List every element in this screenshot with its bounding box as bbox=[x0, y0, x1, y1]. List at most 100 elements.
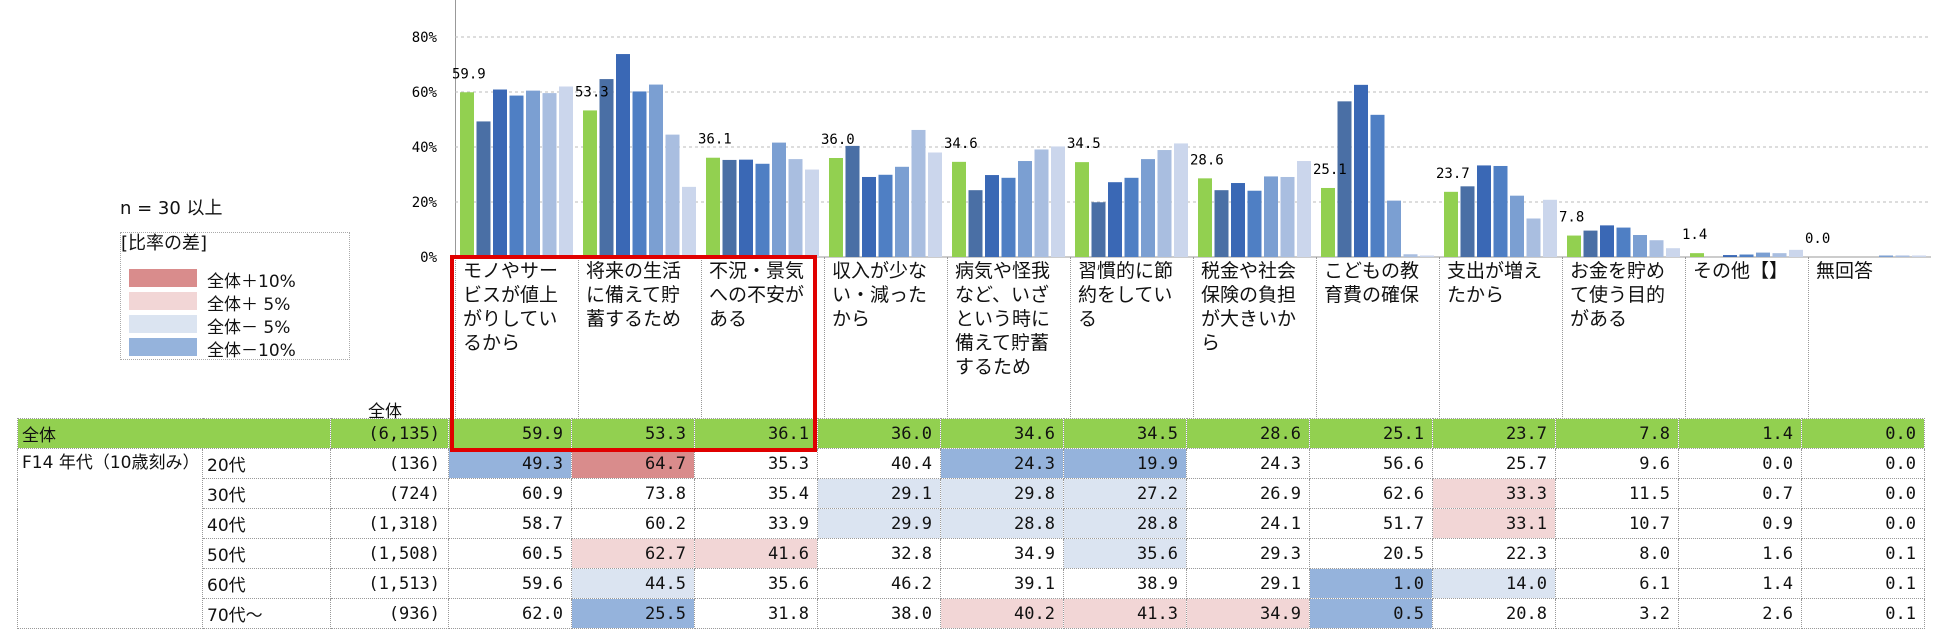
category-label: 不況・景気への不安がある bbox=[701, 257, 824, 417]
group-label: F14 年代（10歳刻み） bbox=[17, 448, 203, 629]
table-cell: 0.0 bbox=[1801, 478, 1925, 509]
table-cell: 8.0 bbox=[1555, 538, 1679, 569]
bar bbox=[1460, 186, 1475, 257]
table-cell: 35.6 bbox=[694, 568, 818, 599]
bar bbox=[1616, 227, 1631, 257]
bar bbox=[1124, 177, 1139, 257]
bar bbox=[1690, 253, 1704, 257]
table-cell: 59.9 bbox=[448, 418, 572, 449]
bar bbox=[1075, 162, 1089, 257]
table-cell: 62.6 bbox=[1309, 478, 1433, 509]
table-cell: 19.9 bbox=[1063, 448, 1187, 479]
table-cell: 26.9 bbox=[1186, 478, 1310, 509]
row-label: 70代〜 bbox=[202, 598, 331, 629]
category-label: モノやサービスが値上がりしているから bbox=[455, 257, 578, 417]
row-label: 20代 bbox=[202, 448, 331, 479]
table-cell: 29.9 bbox=[817, 508, 941, 539]
data-label: 59.9 bbox=[452, 66, 486, 82]
table-cell: 0.0 bbox=[1801, 418, 1925, 449]
bar bbox=[722, 159, 737, 257]
table-cell: 36.1 bbox=[694, 418, 818, 449]
table-cell: 22.3 bbox=[1432, 538, 1556, 569]
highlight-box bbox=[450, 255, 817, 452]
category-label: 支出が増えたから bbox=[1439, 257, 1562, 417]
table-cell: 60.5 bbox=[448, 538, 572, 569]
legend-item-plus10: 全体＋10% bbox=[129, 267, 349, 292]
chart-left-axis bbox=[455, 0, 456, 257]
bar bbox=[862, 176, 876, 257]
bar bbox=[1370, 114, 1385, 257]
category-label: 将来の生活に備えて貯蓄するため bbox=[578, 257, 701, 417]
sample-size: (6,135) bbox=[330, 418, 449, 449]
table-cell: 35.4 bbox=[694, 478, 818, 509]
table-cell: 40.2 bbox=[940, 598, 1064, 629]
bar bbox=[928, 152, 942, 257]
bar bbox=[1912, 255, 1926, 257]
table-cell: 46.2 bbox=[817, 568, 941, 599]
bar bbox=[845, 145, 860, 257]
y-tick-label: 60% bbox=[412, 85, 438, 101]
table-cell: 1.0 bbox=[1309, 568, 1433, 599]
sample-size: (1,513) bbox=[330, 568, 449, 599]
table-cell: 29.3 bbox=[1186, 538, 1310, 569]
bar bbox=[739, 159, 753, 257]
bar bbox=[616, 54, 630, 257]
table-row: 40代 (1,318) 58.7 60.2 33.9 29.9 28.8 28.8 24.1 51… bbox=[18, 508, 1925, 539]
table-cell: 32.8 bbox=[817, 538, 941, 569]
table-cell: 28.6 bbox=[1186, 418, 1310, 449]
bar bbox=[706, 157, 720, 257]
table-cell: 34.5 bbox=[1063, 418, 1187, 449]
bar bbox=[1280, 176, 1295, 257]
bar bbox=[1001, 177, 1016, 257]
data-label: 7.8 bbox=[1559, 210, 1584, 226]
bar bbox=[1600, 225, 1614, 257]
table-row-total: 全体 (6,135) 59.9 53.3 36.1 36.0 34.6 34.5 28.6 25.… bbox=[17, 418, 1925, 449]
bar bbox=[1526, 218, 1541, 257]
bar bbox=[682, 186, 696, 257]
table-cell: 35.6 bbox=[1063, 538, 1187, 569]
bar bbox=[788, 159, 803, 257]
bar bbox=[1772, 253, 1787, 257]
table-cell: 20.5 bbox=[1309, 538, 1433, 569]
table-cell: 41.6 bbox=[694, 538, 818, 569]
table-cell: 34.9 bbox=[1186, 598, 1310, 629]
bar bbox=[632, 91, 647, 257]
bar bbox=[1666, 248, 1680, 257]
category-label: お金を貯めて使う目的がある bbox=[1562, 257, 1685, 417]
table-cell: 36.0 bbox=[817, 418, 941, 449]
table-cell: 29.8 bbox=[940, 478, 1064, 509]
row-label: 60代 bbox=[202, 568, 331, 599]
table-cell: 2.6 bbox=[1678, 598, 1802, 629]
bar bbox=[1493, 165, 1508, 257]
table-cell: 41.3 bbox=[1063, 598, 1187, 629]
table-cell: 60.2 bbox=[571, 508, 695, 539]
table-cell: 25.7 bbox=[1432, 448, 1556, 479]
bar bbox=[829, 158, 843, 257]
bar bbox=[1789, 249, 1803, 257]
table-cell: 56.6 bbox=[1309, 448, 1433, 479]
bar bbox=[755, 163, 770, 257]
table-cell: 25.1 bbox=[1309, 418, 1433, 449]
table-cell: 64.7 bbox=[571, 448, 695, 479]
bar bbox=[1633, 235, 1647, 257]
data-label: 36.0 bbox=[821, 132, 855, 148]
table-row: 60代 (1,513) 59.6 44.5 35.6 46.2 39.1 38.9 29.1 1.… bbox=[18, 568, 1925, 599]
category-label: 収入が少ない・減ったから bbox=[824, 257, 947, 417]
legend-item-plus5: 全体＋ 5% bbox=[129, 290, 349, 315]
table-cell: 27.2 bbox=[1063, 478, 1187, 509]
table-cell: 0.5 bbox=[1309, 598, 1433, 629]
bar bbox=[1739, 254, 1754, 257]
table-cell: 0.0 bbox=[1678, 448, 1802, 479]
table-cell: 40.4 bbox=[817, 448, 941, 479]
bar bbox=[1264, 176, 1278, 257]
data-label: 1.4 bbox=[1682, 227, 1707, 243]
row-label: 50代 bbox=[202, 538, 331, 569]
bar bbox=[805, 169, 819, 257]
bar bbox=[1567, 235, 1581, 257]
bar bbox=[1091, 202, 1106, 257]
row-label: 30代 bbox=[202, 478, 331, 509]
table-header-total-label: 全体 bbox=[368, 402, 402, 422]
bar bbox=[476, 121, 491, 257]
table-cell: 7.8 bbox=[1555, 418, 1679, 449]
